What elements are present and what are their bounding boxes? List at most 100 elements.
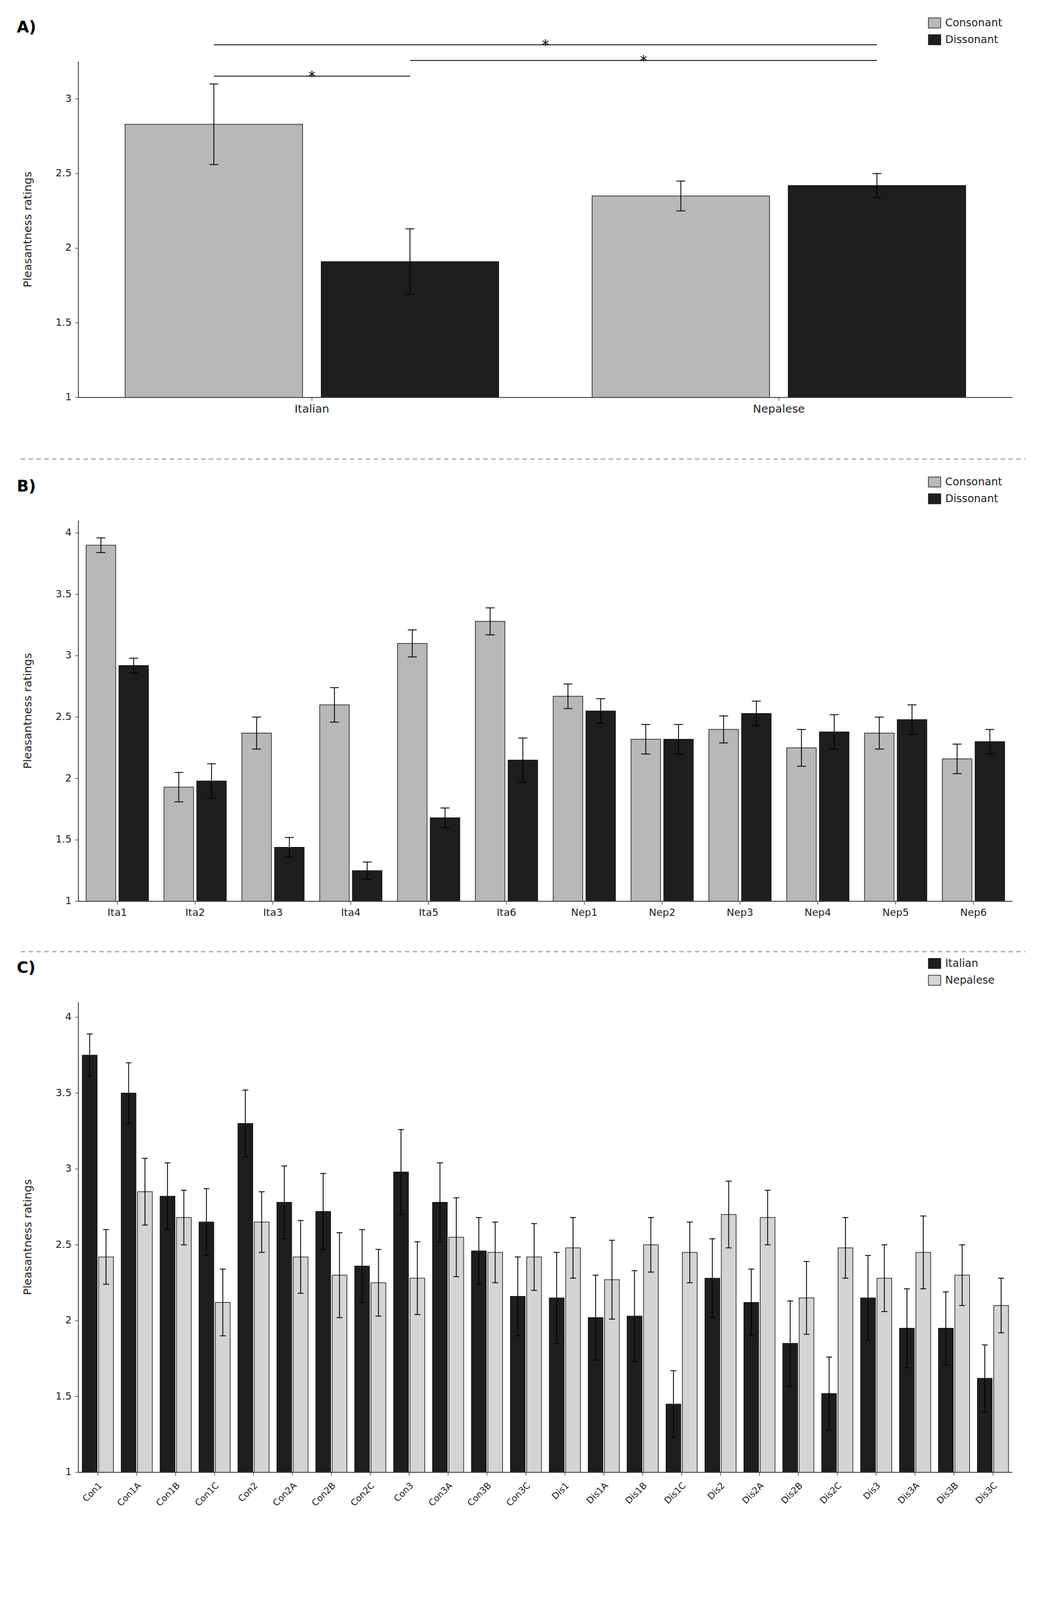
error-line <box>844 1217 847 1279</box>
x-tick <box>97 1472 98 1477</box>
x-tick <box>175 1472 176 1477</box>
y-tick <box>75 1472 79 1474</box>
x-tick <box>584 901 585 905</box>
y-tick-label: 2 <box>65 772 72 784</box>
error-cap <box>96 552 106 554</box>
legend-label: Dissonant <box>945 492 999 505</box>
error-cap <box>942 1364 950 1366</box>
error-cap <box>86 1076 93 1078</box>
panel: 11.522.53ItalianNepalesePleasantness rat… <box>16 16 1013 548</box>
error-line <box>689 1222 691 1283</box>
error-bar <box>903 1289 910 1368</box>
error-cap <box>709 1238 716 1240</box>
error-cap <box>297 1293 305 1295</box>
y-tick-label: 2.5 <box>55 1238 72 1251</box>
error-line <box>444 808 446 828</box>
error-cap <box>209 164 219 166</box>
y-axis-label: Pleasantness ratings <box>20 171 35 288</box>
legend-swatch <box>928 17 941 28</box>
error-cap <box>398 1129 405 1131</box>
error-cap <box>647 1272 655 1274</box>
x-tick-label: Con1 <box>80 1480 105 1505</box>
error-cap <box>874 716 884 718</box>
error-line <box>133 658 135 674</box>
error-cap <box>375 1249 382 1251</box>
bar <box>565 1248 581 1473</box>
x-tick-label: Ita1 <box>107 906 128 919</box>
error-cap <box>725 1180 732 1183</box>
error-bar <box>764 1190 772 1246</box>
error-bar <box>842 1217 849 1279</box>
error-line <box>178 772 180 803</box>
error-cap <box>952 743 962 745</box>
legend-swatch <box>928 477 941 488</box>
legend-label: Dissonant <box>945 33 999 46</box>
bar <box>241 732 272 902</box>
error-line <box>222 1269 224 1337</box>
error-bar <box>258 1192 265 1253</box>
error-cap <box>518 738 528 740</box>
x-tick-label: Ita2 <box>185 906 205 919</box>
error-bar <box>596 698 606 724</box>
x-tick-label: Con1A <box>114 1480 143 1509</box>
legend: ConsonantDissonant <box>928 16 1003 46</box>
y-tick <box>75 778 79 779</box>
error-cap <box>998 1277 1005 1279</box>
x-tick-label: Dis3C <box>973 1480 999 1507</box>
x-tick-label: Con1C <box>192 1480 222 1510</box>
x-tick <box>428 901 429 905</box>
error-line <box>879 717 881 750</box>
error-cap <box>142 1157 149 1160</box>
error-bar <box>981 1345 988 1412</box>
error-bar <box>362 862 372 880</box>
bar <box>585 711 616 902</box>
bar <box>315 1211 331 1473</box>
bar <box>397 643 428 902</box>
error-cap <box>829 748 839 750</box>
error-bar <box>180 1190 188 1246</box>
error-cap <box>297 1220 305 1222</box>
x-tick-label: Con2C <box>348 1480 377 1510</box>
x-tick <box>837 1472 838 1477</box>
bar <box>471 1250 487 1473</box>
error-bar <box>86 1034 93 1077</box>
error-cap <box>164 1162 171 1164</box>
error-bar <box>297 1220 305 1294</box>
error-cap <box>592 1275 599 1277</box>
x-tick <box>408 1472 410 1477</box>
y-tick-label: 1 <box>65 390 72 403</box>
error-cap <box>748 1268 755 1270</box>
error-cap <box>407 656 417 658</box>
error-bar <box>687 1222 694 1283</box>
legend-swatch <box>928 493 941 504</box>
x-tick <box>350 901 352 905</box>
error-bar <box>674 724 684 755</box>
x-tick-label: Con1B <box>153 1480 182 1509</box>
panel-title: C) <box>16 958 36 978</box>
error-bar <box>531 1224 538 1291</box>
error-bar <box>874 717 884 750</box>
x-tick-label: Dis3 <box>861 1480 883 1502</box>
x-tick <box>778 397 780 401</box>
error-cap <box>531 1290 538 1292</box>
error-line <box>595 1275 597 1361</box>
error-cap <box>748 1335 755 1337</box>
x-tick <box>817 901 819 905</box>
error-bar <box>329 687 339 722</box>
bar <box>631 739 661 902</box>
x-tick <box>564 1472 565 1477</box>
bar <box>663 739 694 902</box>
error-cap <box>718 715 728 717</box>
y-tick <box>75 655 79 657</box>
error-cap <box>881 1311 888 1313</box>
error-bar <box>358 1229 366 1303</box>
bar <box>276 1202 292 1473</box>
x-tick-label: Con2A <box>270 1480 299 1509</box>
error-line <box>206 1188 208 1256</box>
error-cap <box>647 1217 655 1219</box>
error-cap <box>358 1302 366 1304</box>
error-cap <box>440 808 450 810</box>
error-bar <box>676 180 686 211</box>
error-cap <box>787 1385 794 1388</box>
error-line <box>100 538 102 553</box>
